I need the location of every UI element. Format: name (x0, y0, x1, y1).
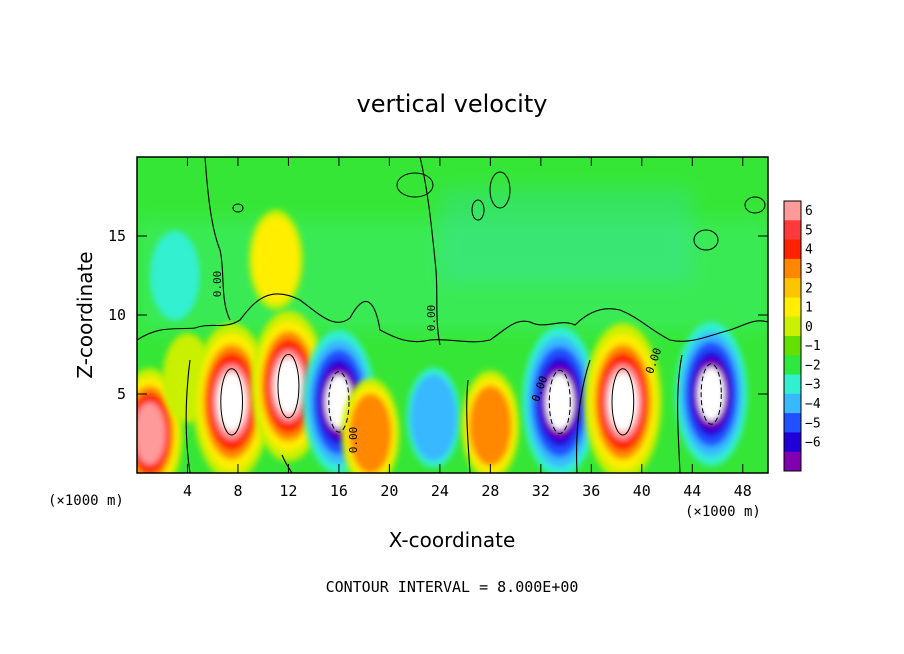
x-tick-label: 40 (633, 482, 651, 500)
cell-ring (469, 385, 512, 466)
colorbar-tick-label: −4 (805, 397, 821, 412)
zero-contour (466, 379, 471, 473)
colorbar-tick-label: −1 (805, 339, 821, 354)
updraft-cell (461, 370, 520, 473)
colorbar-tick-label: −5 (805, 416, 821, 431)
velocity-field (137, 188, 768, 473)
x-axis-label: X-coordinate (389, 528, 516, 552)
colorbar-tick-label: 2 (805, 281, 813, 296)
field-band (439, 188, 693, 284)
colorbar: 6 5 4 3 2 1 0 −1 −2 −3 −4 −5 −6 (783, 200, 821, 472)
cell-ring (137, 402, 166, 465)
x-tick-label: 28 (481, 482, 499, 500)
zero-contour (576, 359, 591, 473)
contour-line (220, 368, 244, 436)
contour-line (611, 368, 635, 436)
updraft-cell (584, 323, 662, 473)
contour-island (489, 171, 511, 209)
contour-interval: CONTOUR INTERVAL = 8.000E+00 (326, 578, 579, 596)
x-tick-label: 8 (233, 482, 242, 500)
x-tick-label: 4 (183, 482, 192, 500)
cell-ring (252, 216, 300, 303)
plot-area: 0.000.000.000.000.00 (137, 157, 768, 473)
contour-island (396, 172, 434, 198)
cell-ring (217, 372, 247, 432)
contour-label: 0.00 (347, 427, 360, 454)
x-tick-label: 48 (734, 482, 752, 500)
contour-island (232, 203, 244, 213)
contour-line (548, 369, 571, 435)
y-axis: 5 10 15 (108, 227, 768, 403)
y-tick-label: 15 (108, 227, 126, 245)
updraft-cell (341, 378, 400, 473)
colorbar-tick-label: −6 (805, 436, 821, 451)
colorbar-swatch (784, 413, 801, 433)
contour-line (328, 371, 350, 433)
colorbar-swatch (784, 336, 801, 356)
colorbar-swatch (784, 355, 801, 376)
zero-contour (185, 359, 191, 473)
y-tick-label: 10 (108, 306, 126, 324)
contour-label: 0.00 (211, 271, 224, 298)
downdraft-cell (150, 230, 200, 321)
downdraft-cell (522, 326, 598, 473)
x-unit-left: (×1000 m) (48, 493, 124, 509)
colorbar-tick-label: 3 (805, 262, 813, 277)
colorbar-tick-label: 5 (805, 223, 813, 238)
updraft-cell (248, 209, 303, 310)
cell-ring (410, 374, 457, 461)
colorbar-swatch (784, 316, 801, 337)
zero-contour (137, 293, 768, 343)
colorbar-swatch (784, 278, 801, 298)
contour-island (471, 199, 485, 221)
x-tick-label: 20 (380, 482, 398, 500)
colorbar-tick-label: 0 (805, 320, 813, 335)
colorbar-swatch (784, 374, 801, 395)
cell-ring (545, 374, 574, 430)
downdraft-cell (675, 322, 748, 466)
colorbar-swatch (784, 220, 801, 241)
x-tick-label: 36 (582, 482, 600, 500)
zero-contour (677, 354, 683, 473)
x-tick-label: 12 (279, 482, 297, 500)
colorbar-tick-label: 6 (805, 204, 813, 219)
colorbar-swatch (784, 297, 801, 318)
colorbar-swatch (784, 239, 801, 260)
contour-line (277, 353, 300, 419)
contour-island (744, 196, 766, 214)
colorbar-tick-label: 1 (805, 301, 813, 316)
zero-contour (281, 454, 293, 473)
y-tick-label: 5 (117, 385, 126, 403)
x-tick-label: 24 (431, 482, 449, 500)
colorbar-swatch (784, 201, 801, 221)
colorbar-tick-label: −2 (805, 358, 821, 373)
colorbar-swatch (784, 258, 801, 279)
x-tick-label: 44 (683, 482, 701, 500)
colorbar-tick-label: 4 (805, 243, 813, 258)
chart-title: vertical velocity (357, 90, 548, 118)
colorbar-tick-label: −3 (805, 378, 821, 393)
cell-ring (697, 367, 725, 421)
contour-island (693, 229, 719, 251)
colorbar-swatch (784, 432, 801, 453)
contour-line (700, 363, 722, 425)
y-axis-label: Z-coordinate (73, 251, 97, 378)
zero-contour (419, 157, 441, 346)
x-tick-label: 16 (330, 482, 348, 500)
colorbar-frame (783, 200, 802, 472)
colorbar-swatch (784, 393, 801, 414)
x-unit-right: (×1000 m) (685, 504, 761, 520)
cell-ring (274, 358, 303, 414)
downdraft-cell (406, 367, 461, 468)
zero-contour (204, 157, 231, 321)
contour-label: 0.00 (425, 305, 438, 332)
cell-ring (150, 230, 200, 321)
colorbar-swatch (784, 451, 801, 472)
cell-ring (349, 393, 392, 473)
x-axis: 4 8 12 16 20 24 28 32 36 40 44 48 (183, 157, 752, 500)
cell-ring (608, 372, 638, 432)
x-tick-label: 32 (532, 482, 550, 500)
